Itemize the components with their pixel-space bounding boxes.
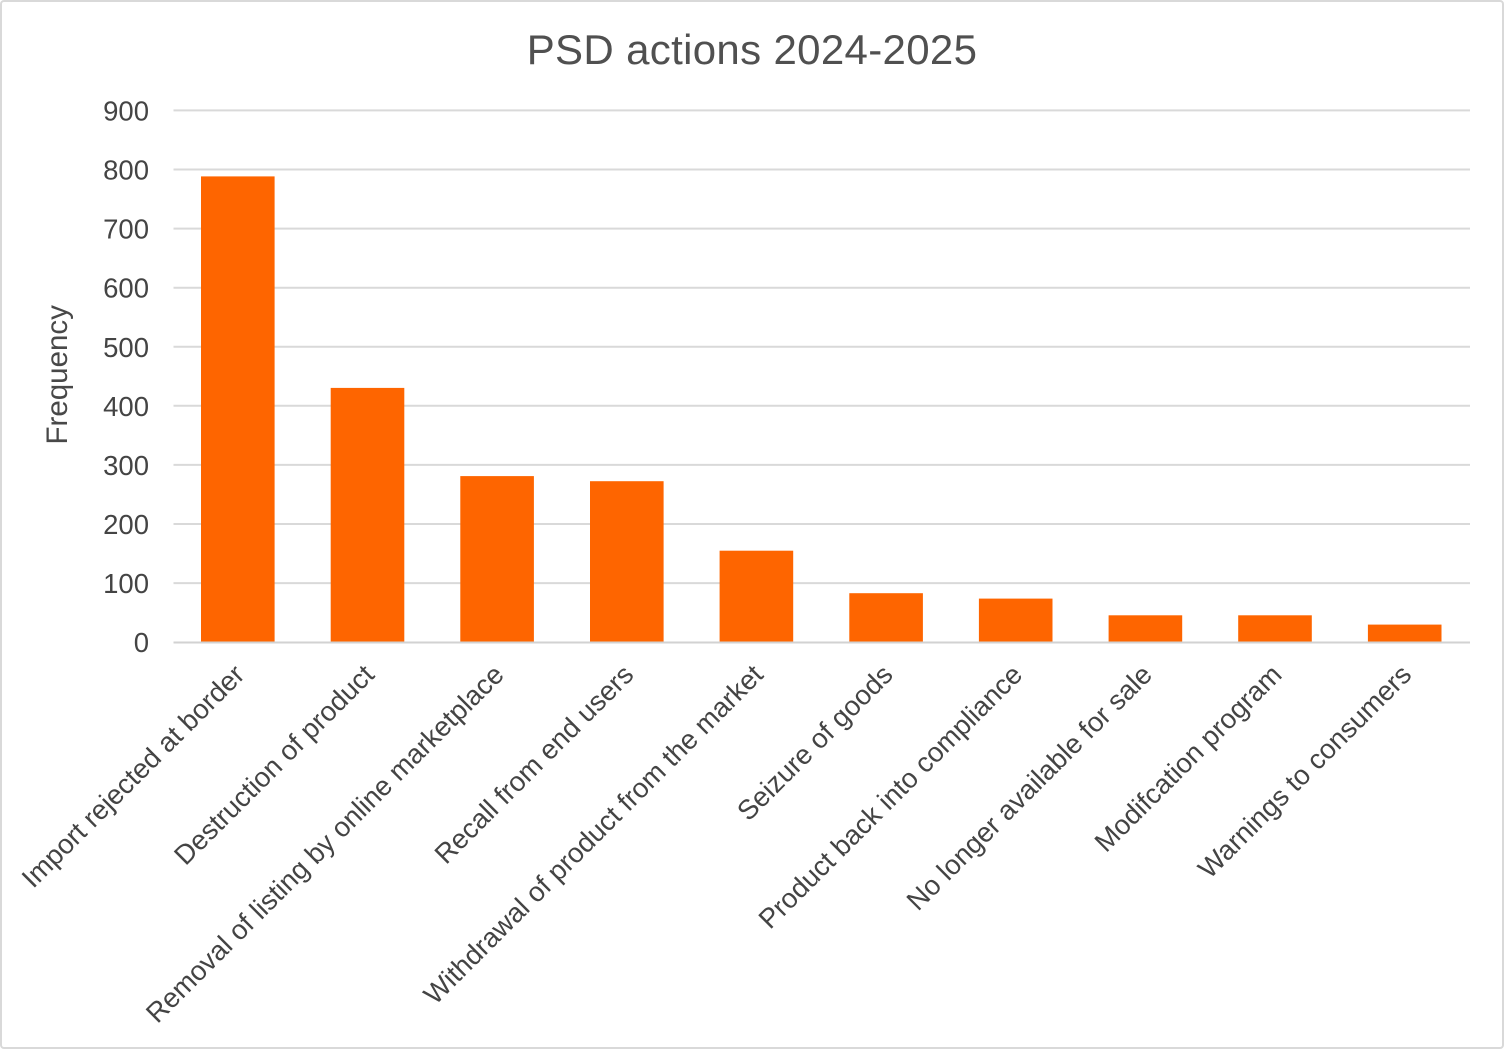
svg-text:700: 700 xyxy=(103,214,149,245)
svg-text:PSD actions 2024-2025: PSD actions 2024-2025 xyxy=(527,26,978,73)
svg-text:Frequency: Frequency xyxy=(41,305,74,445)
svg-text:600: 600 xyxy=(103,273,149,304)
svg-text:300: 300 xyxy=(103,450,149,481)
svg-text:200: 200 xyxy=(103,509,149,540)
svg-text:900: 900 xyxy=(103,95,149,126)
svg-text:800: 800 xyxy=(103,155,149,186)
svg-text:100: 100 xyxy=(103,568,149,599)
svg-text:0: 0 xyxy=(134,627,149,658)
svg-text:500: 500 xyxy=(103,332,149,363)
svg-text:400: 400 xyxy=(103,391,149,422)
